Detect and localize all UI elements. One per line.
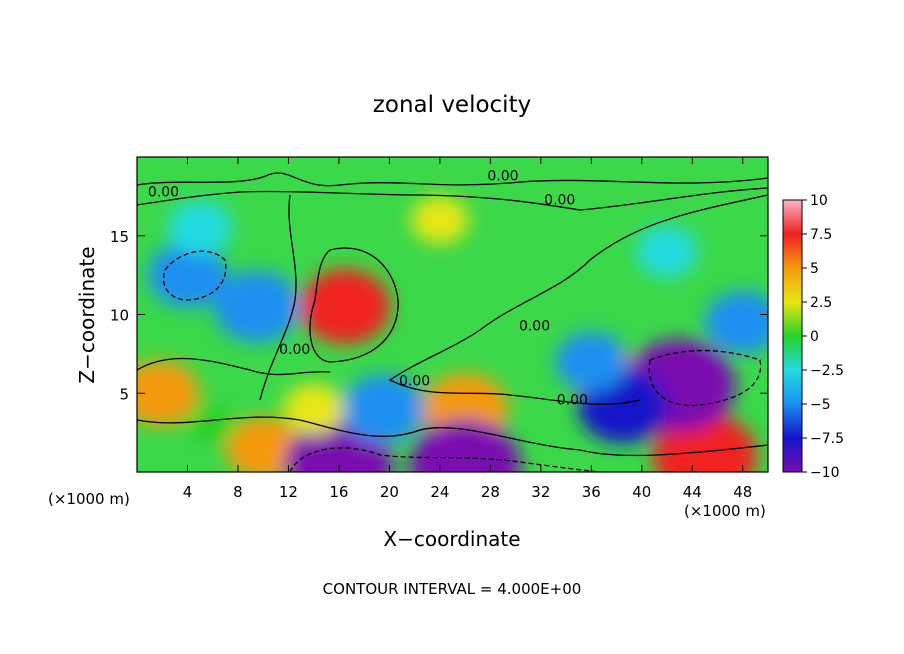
y-axis: 5 10 15 bbox=[110, 228, 768, 403]
x-tick-label-2: 12 bbox=[279, 483, 298, 501]
colorbar-tick-label-8: −10 bbox=[810, 465, 840, 481]
contour-positive-jet bbox=[309, 247, 399, 363]
field-feature-4 bbox=[225, 416, 301, 472]
contour-zero-upper bbox=[137, 187, 768, 211]
x-axis-label: X−coordinate bbox=[383, 527, 520, 551]
field-feature-17 bbox=[167, 200, 233, 255]
contour-label-4: 0.00 bbox=[519, 318, 550, 334]
x-tick-label-1: 8 bbox=[233, 483, 243, 501]
x-tick-label-8: 36 bbox=[582, 483, 601, 501]
contour-label-3: 0.00 bbox=[279, 342, 310, 358]
y-tick-label-0: 5 bbox=[119, 385, 129, 403]
x-tick-label-5: 24 bbox=[430, 483, 449, 501]
field-feature-7 bbox=[409, 419, 521, 472]
y-tick-label-1: 10 bbox=[110, 307, 129, 325]
x-tick-label-11: 48 bbox=[733, 483, 752, 501]
contour-label-0: 0.00 bbox=[148, 184, 179, 200]
x-unit-left: (×1000 m) bbox=[48, 490, 130, 508]
field-feature-1 bbox=[137, 360, 200, 427]
colorbar-ticks: 10 7.5 5 2.5 0 −2.5 −5 −7.5 −10 bbox=[802, 193, 844, 481]
field-feature-12 bbox=[704, 290, 768, 354]
contour-labels: 0.00 0.00 0.00 0.00 0.00 0.00 0.00 bbox=[148, 169, 588, 409]
contour-interval-note: CONTOUR INTERVAL = 4.000E+00 bbox=[323, 580, 582, 598]
colorbar: 10 7.5 5 2.5 0 −2.5 −5 −7.5 −10 bbox=[782, 193, 844, 481]
colorbar-tick-label-0: 10 bbox=[810, 193, 828, 209]
velocity-field bbox=[137, 196, 768, 472]
field-feature-0 bbox=[300, 269, 391, 345]
field-feature-15 bbox=[411, 196, 469, 244]
contour-zero-top bbox=[137, 172, 768, 187]
field-feature-9 bbox=[213, 270, 301, 343]
contour-zero-west bbox=[259, 194, 297, 401]
field-feature-19 bbox=[189, 405, 237, 445]
plot-area: 0.00 0.00 0.00 0.00 0.00 0.00 0.00 bbox=[136, 156, 769, 473]
contour-negative-bottom bbox=[289, 447, 601, 472]
colorbar-tick-label-1: 7.5 bbox=[810, 227, 832, 243]
x-tick-label-6: 28 bbox=[481, 483, 500, 501]
contour-label-5: 0.00 bbox=[399, 373, 430, 389]
colorbar-tick-label-6: −5 bbox=[810, 397, 831, 413]
contour-negative-ne bbox=[648, 349, 762, 407]
x-tick-label-4: 20 bbox=[380, 483, 399, 501]
y-tick-label-2: 15 bbox=[110, 228, 129, 246]
contour-label-1: 0.00 bbox=[487, 169, 518, 185]
colorbar-tick-label-4: 0 bbox=[810, 329, 819, 345]
contour-lines bbox=[137, 172, 768, 472]
colorbar-tick-label-2: 5 bbox=[810, 261, 819, 277]
x-unit-right: (×1000 m) bbox=[684, 502, 766, 520]
x-axis: 4 8 12 16 20 24 28 32 36 40 44 48 bbox=[183, 157, 752, 501]
colorbar-tick-label-3: 2.5 bbox=[810, 295, 832, 311]
field-feature-18 bbox=[283, 383, 345, 435]
x-tick-label-10: 44 bbox=[683, 483, 702, 501]
x-tick-label-0: 4 bbox=[183, 483, 193, 501]
colorbar-scale bbox=[782, 199, 803, 473]
colorbar-tick-label-7: −7.5 bbox=[810, 431, 844, 447]
field-feature-16 bbox=[636, 226, 698, 277]
field-feature-14 bbox=[555, 331, 628, 392]
x-tick-label-9: 40 bbox=[632, 483, 651, 501]
chart-title: zonal velocity bbox=[373, 92, 531, 118]
y-axis-label: Z−coordinate bbox=[75, 246, 99, 383]
contour-label-2: 0.00 bbox=[544, 192, 575, 208]
contour-zero-center bbox=[388, 194, 768, 405]
colorbar-tick-label-5: −2.5 bbox=[810, 363, 844, 379]
contour-label-6: 0.00 bbox=[557, 392, 588, 408]
field-feature-11 bbox=[341, 374, 425, 444]
contour-negative-w bbox=[162, 250, 227, 301]
x-tick-label-3: 16 bbox=[329, 483, 348, 501]
x-tick-label-7: 32 bbox=[531, 483, 550, 501]
contour-zero-low bbox=[137, 357, 768, 457]
